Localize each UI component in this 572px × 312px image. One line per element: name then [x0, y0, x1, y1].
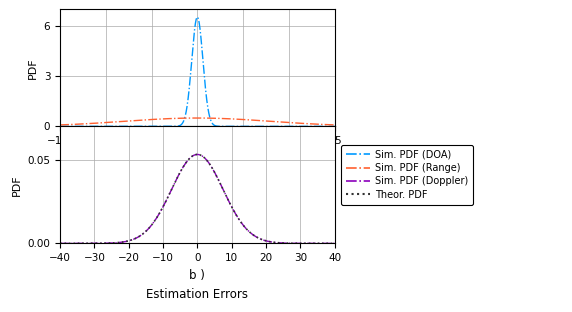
Text: b ): b ): [189, 269, 205, 282]
X-axis label: Estimation Errors: Estimation Errors: [146, 288, 248, 301]
Y-axis label: PDF: PDF: [28, 57, 38, 79]
Text: a ): a ): [189, 148, 205, 160]
Legend: Sim. PDF (DOA), Sim. PDF (Range), Sim. PDF (Doppler), Theor. PDF: Sim. PDF (DOA), Sim. PDF (Range), Sim. P…: [341, 145, 474, 205]
Y-axis label: PDF: PDF: [12, 174, 22, 196]
